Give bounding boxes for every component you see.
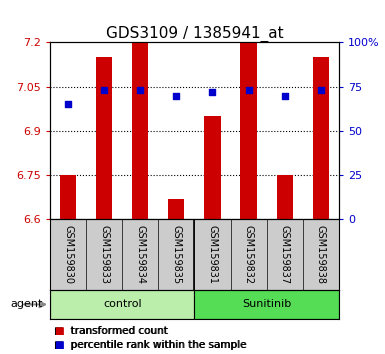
Text: Sunitinib: Sunitinib [242,299,291,309]
Text: GSM159835: GSM159835 [171,225,181,284]
Text: transformed count: transformed count [71,326,169,336]
Text: GSM159830: GSM159830 [63,225,73,284]
Title: GDS3109 / 1385941_at: GDS3109 / 1385941_at [105,26,283,42]
Bar [60,175,76,219]
Text: GSM159832: GSM159832 [244,225,254,284]
Text: percentile rank within the sample: percentile rank within the sample [71,341,247,350]
Point [318,87,324,93]
Bar [168,199,184,219]
Bar [241,42,257,219]
Point [101,87,107,93]
Text: ■: ■ [54,341,64,350]
Bar [194,290,339,319]
Text: GSM159837: GSM159837 [280,225,290,284]
Text: GSM159834: GSM159834 [135,225,145,284]
Point [209,89,216,95]
Bar [276,175,293,219]
Bar [204,116,221,219]
Text: GSM159838: GSM159838 [316,225,326,284]
Text: ■  percentile rank within the sample: ■ percentile rank within the sample [54,341,246,350]
Text: agent: agent [10,299,42,309]
Point [137,87,143,93]
Point [246,87,252,93]
Bar [132,42,148,219]
Text: ■: ■ [54,326,64,336]
Text: GSM159833: GSM159833 [99,225,109,284]
Text: ■  transformed count: ■ transformed count [54,326,167,336]
Point [65,102,71,107]
Bar [50,290,194,319]
Text: control: control [103,299,142,309]
Point [173,93,179,98]
Bar [96,57,112,219]
Bar [313,57,329,219]
Text: GSM159831: GSM159831 [208,225,218,284]
Point [281,93,288,98]
